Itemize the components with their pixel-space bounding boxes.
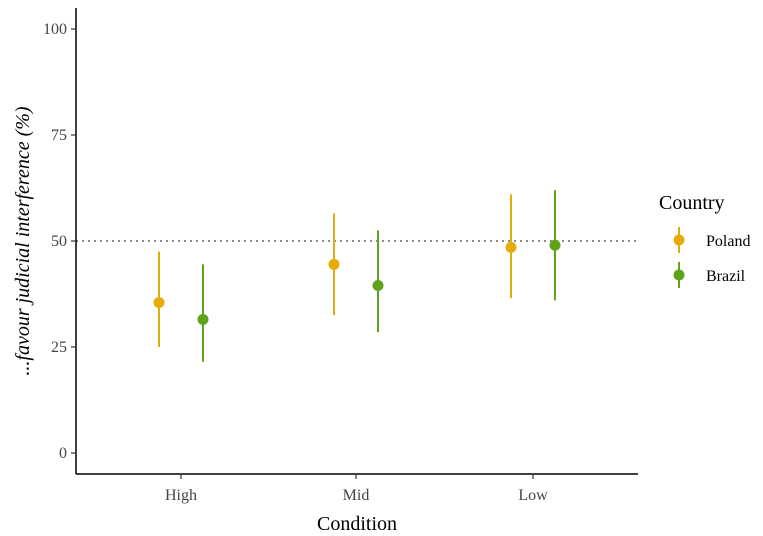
y-tick-label: 0 — [59, 445, 67, 462]
x-tick-label: Low — [518, 487, 548, 504]
legend-item-poland: Poland — [673, 227, 750, 253]
data-point — [372, 280, 384, 292]
x-ticks: High Mid Low — [165, 474, 548, 504]
y-tick-label: 25 — [51, 339, 67, 356]
legend: Country Poland Brazil — [659, 192, 750, 288]
legend-item-brazil: Brazil — [673, 262, 746, 288]
legend-label: Poland — [706, 233, 750, 250]
y-tick-label: 100 — [43, 21, 67, 38]
y-axis-title: ...favour judicial interference (%) — [12, 106, 34, 376]
legend-label: Brazil — [706, 268, 746, 285]
data-point — [505, 241, 517, 253]
x-tick-label: Mid — [343, 487, 370, 504]
marks-layer — [76, 190, 638, 362]
data-point — [197, 313, 209, 325]
legend-title: Country — [659, 192, 725, 214]
series-poland — [153, 194, 517, 347]
y-tick-label: 50 — [51, 233, 67, 250]
data-point — [549, 239, 561, 251]
data-point — [328, 258, 340, 270]
series-brazil — [197, 190, 561, 362]
x-axis-title: Condition — [317, 513, 397, 535]
data-point — [153, 296, 165, 308]
y-ticks: 0 25 50 75 100 — [43, 21, 76, 462]
x-tick-label: High — [165, 487, 197, 504]
legend-key-point — [673, 269, 685, 281]
legend-key-point — [673, 234, 685, 246]
y-tick-label: 75 — [51, 127, 67, 144]
